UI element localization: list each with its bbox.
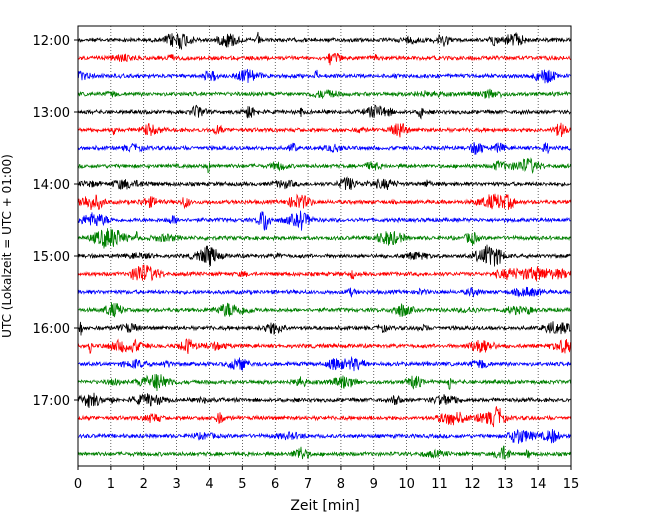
trace-1230	[77, 68, 572, 84]
x-tick-label: 1	[107, 477, 115, 492]
x-tick-label: 5	[238, 477, 246, 492]
trace-1530	[77, 286, 572, 298]
trace-1445	[77, 228, 572, 249]
trace-1315	[77, 122, 572, 138]
x-tick-label: 14	[530, 477, 547, 492]
trace-1215	[77, 53, 572, 66]
y-tick-label: 15:00	[33, 250, 70, 265]
x-tick-label: 13	[497, 477, 514, 492]
x-axis-ticks: 0 1 2 3 4 5 6 7 8 9 10 11 12 13 14 15	[74, 466, 579, 492]
x-tick-label: 0	[74, 477, 82, 492]
trace-1345	[77, 157, 572, 175]
plot-frame	[77, 25, 572, 467]
x-tick-label: 15	[563, 477, 580, 492]
trace-1745	[77, 445, 572, 461]
x-tick-label: 8	[337, 477, 345, 492]
y-axis-ticks: 12:00 13:00 14:00 15:00 16:00 17:00	[33, 34, 78, 409]
x-tick-label: 10	[398, 477, 415, 492]
grid-lines	[110, 26, 539, 466]
trace-1430	[77, 210, 572, 231]
x-tick-label: 6	[271, 477, 279, 492]
seismic-traces	[77, 31, 572, 461]
x-tick-label: 12	[464, 477, 481, 492]
x-tick-label: 7	[304, 477, 312, 492]
y-tick-label: 16:00	[33, 322, 70, 337]
x-tick-label: 9	[370, 477, 378, 492]
trace-1245	[77, 88, 572, 99]
trace-1715	[77, 406, 572, 428]
x-tick-label: 3	[172, 477, 180, 492]
trace-1400	[77, 176, 572, 191]
trace-1645	[77, 374, 572, 392]
trace-1415	[77, 193, 572, 211]
trace-1330	[77, 141, 572, 155]
trace-1515	[77, 264, 572, 282]
trace-1700	[77, 392, 572, 408]
x-axis-label: Zeit [min]	[290, 498, 359, 514]
y-tick-label: 12:00	[33, 34, 70, 49]
trace-1500	[77, 244, 572, 267]
trace-1600	[77, 321, 572, 336]
y-tick-label: 13:00	[33, 106, 70, 121]
x-tick-label: 11	[431, 477, 448, 492]
trace-1545	[77, 302, 572, 318]
y-tick-label: 17:00	[33, 394, 70, 409]
y-tick-label: 14:00	[33, 178, 70, 193]
x-tick-label: 2	[140, 477, 148, 492]
trace-1730	[77, 428, 572, 444]
trace-1615	[77, 338, 572, 355]
trace-1630	[77, 355, 572, 372]
trace-1200	[77, 31, 572, 51]
y-axis-label: UTC (Lokalzeit = UTC + 01:00)	[0, 154, 14, 338]
trace-1300	[77, 104, 572, 120]
x-tick-label: 4	[205, 477, 213, 492]
